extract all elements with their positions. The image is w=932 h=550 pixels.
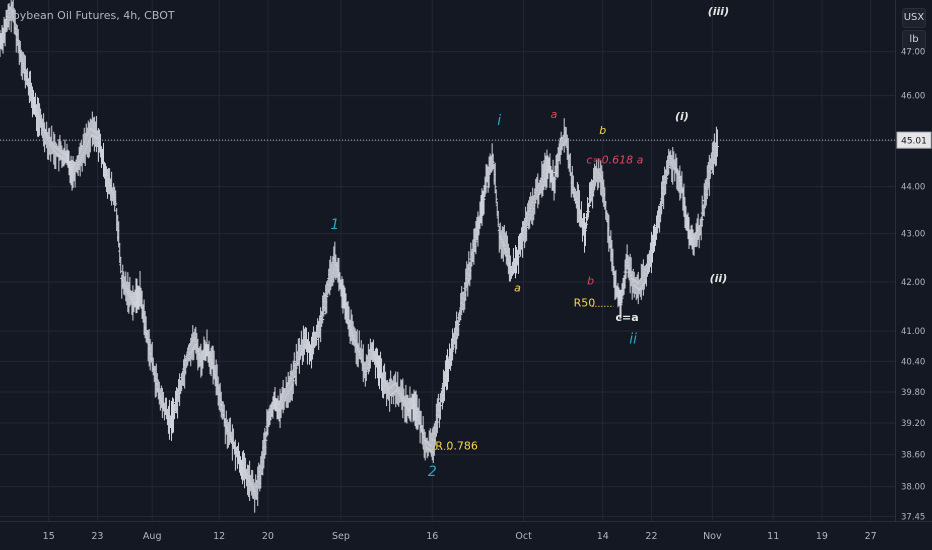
price-tick-label-5: 42.00	[901, 278, 925, 288]
wave-label-1: 2	[428, 464, 437, 480]
price-tick-label-4: 43.00	[901, 230, 925, 240]
price-tick-label-12: 37.45	[901, 513, 925, 522]
currency-button[interactable]: USX	[902, 8, 926, 28]
wave-label-11: ii	[629, 332, 637, 348]
chart-title: Soybean Oil Futures, 4h, CBOT	[6, 9, 175, 22]
price-tick-label-0: 47.00	[901, 48, 925, 58]
price-tick-label-1: 46.00	[901, 92, 925, 102]
time-tick-label-0: 15	[43, 531, 55, 542]
wave-label-9: R50	[574, 296, 596, 309]
price-tick-label-11: 38.00	[901, 483, 925, 493]
price-axis-labels: 47.0046.0045.0044.0043.0042.0041.0040.40…	[896, 48, 932, 522]
wave-label-3: i	[497, 113, 501, 129]
time-tick-label-13: 27	[865, 531, 877, 542]
wave-label-2: R 0.786	[435, 439, 478, 452]
time-axis[interactable]: 15 23 Aug 12 20 Sep 16 Oct 14 22 Nov 11 19 27	[0, 521, 932, 550]
wave-label-6: b	[599, 124, 606, 137]
wave-label-13: (ii)	[710, 272, 728, 285]
price-tick-label-6: 41.00	[901, 327, 925, 337]
time-tick-label-1: 23	[91, 531, 103, 542]
time-tick-label-4: 20	[262, 531, 274, 542]
time-tick-label-8: 14	[597, 531, 609, 542]
time-tick-label-3: 12	[213, 531, 225, 542]
last-price-label: 45.01	[901, 137, 927, 147]
wave-label-7: c=0.618 a	[586, 153, 643, 166]
price-tick-label-7: 40.40	[901, 357, 925, 367]
time-tick-label-5: Sep	[332, 531, 350, 542]
price-tick-label-9: 39.20	[901, 419, 925, 429]
time-axis-labels: 15 23 Aug 12 20 Sep 16 Oct 14 22 Nov 11 19 27	[43, 531, 877, 542]
price-tick-label-3: 44.00	[901, 183, 925, 193]
wave-label-0: 1	[330, 217, 339, 233]
price-axis[interactable]: USX lb 47.0046.0045.0044.0043.0042.0041.…	[895, 0, 932, 522]
retracement-dotted-lines	[423, 305, 614, 450]
price-tick-label-10: 38.60	[901, 451, 925, 461]
time-tick-label-7: Oct	[515, 531, 532, 542]
unit-button[interactable]: lb	[902, 30, 926, 50]
time-tick-label-12: 19	[816, 531, 828, 542]
wave-label-12: (i)	[675, 110, 689, 123]
wave-label-5: a	[551, 108, 558, 121]
time-tick-label-9: 22	[645, 531, 657, 542]
time-tick-label-11: 11	[767, 531, 779, 542]
price-candles	[0, 0, 719, 513]
price-tick-label-8: 39.80	[901, 388, 925, 398]
time-tick-label-2: Aug	[143, 531, 162, 542]
time-tick-label-10: Nov	[703, 531, 722, 542]
time-tick-label-6: 16	[426, 531, 438, 542]
wave-label-10: c=a	[616, 311, 639, 324]
last-price-tag	[896, 131, 932, 149]
wave-annotations: 1 2 R 0.786 i a a b c=0.618 a b R50 c=a ii (i) (ii) (i…	[330, 5, 729, 480]
wave-label-8: b	[587, 274, 594, 287]
wave-label-4: a	[514, 282, 521, 295]
wave-label-14: (iii)	[708, 5, 729, 18]
